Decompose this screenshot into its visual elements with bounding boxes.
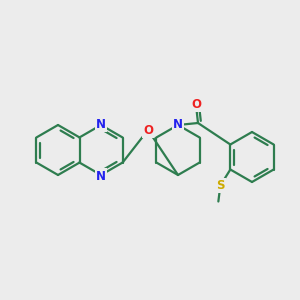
Text: O: O <box>191 98 201 110</box>
Text: N: N <box>96 118 106 130</box>
Text: S: S <box>216 179 225 192</box>
Text: N: N <box>173 118 183 130</box>
Text: N: N <box>96 169 106 182</box>
Text: O: O <box>143 124 153 136</box>
